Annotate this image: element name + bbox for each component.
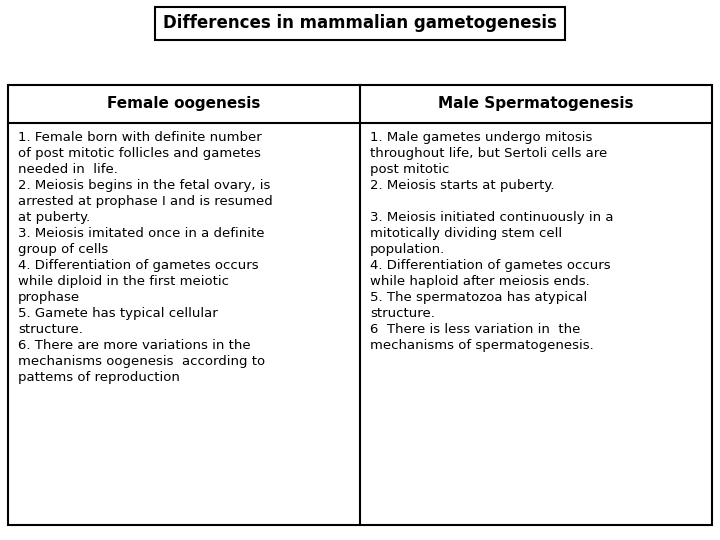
Text: 1. Male gametes undergo mitosis
throughout life, but Sertoli cells are
post mito: 1. Male gametes undergo mitosis througho…: [370, 131, 613, 352]
Text: Male Spermatogenesis: Male Spermatogenesis: [438, 97, 634, 111]
FancyBboxPatch shape: [8, 85, 712, 525]
Text: 1. Female born with definite number
of post mitotic follicles and gametes
needed: 1. Female born with definite number of p…: [18, 131, 273, 384]
Text: Differences in mammalian gametogenesis: Differences in mammalian gametogenesis: [163, 15, 557, 32]
FancyBboxPatch shape: [155, 7, 565, 40]
Text: Female oogenesis: Female oogenesis: [107, 97, 261, 111]
